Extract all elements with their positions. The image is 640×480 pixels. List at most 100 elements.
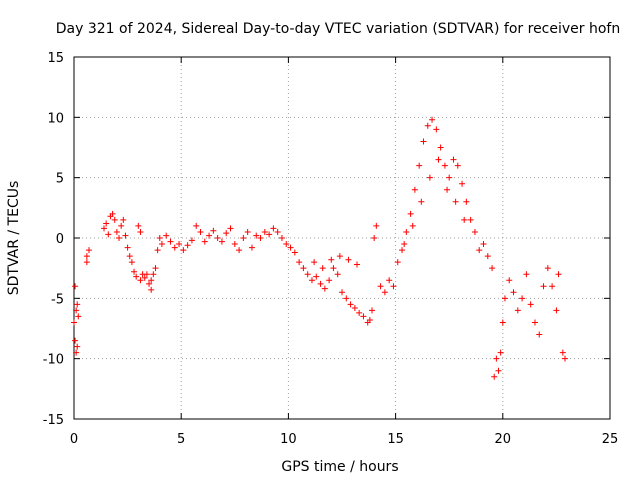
data-point [116, 235, 123, 241]
data-point [86, 247, 93, 254]
data-point [334, 271, 341, 278]
data-point [506, 277, 513, 284]
data-point [420, 138, 427, 145]
data-point [313, 273, 320, 280]
data-point [131, 268, 138, 275]
data-point [118, 222, 125, 229]
y-tick-label: -5 [51, 292, 64, 307]
data-point [416, 162, 423, 169]
data-point [467, 216, 474, 223]
data-point [105, 231, 112, 238]
data-point [141, 274, 148, 281]
data-point [356, 309, 363, 316]
data-point [399, 247, 406, 254]
data-point [493, 355, 500, 362]
data-point [561, 355, 568, 362]
data-point [143, 271, 150, 278]
data-point [167, 238, 174, 245]
data-point [223, 230, 230, 237]
data-point [240, 235, 247, 241]
data-point [540, 283, 547, 290]
data-point [497, 349, 504, 356]
data-point [527, 301, 534, 308]
data-point [311, 259, 318, 266]
data-point [444, 186, 451, 193]
data-point [148, 286, 155, 293]
data-point [197, 228, 204, 235]
data-point [499, 319, 506, 326]
data-point [257, 235, 264, 241]
data-point [236, 247, 243, 254]
x-tick-label: 25 [602, 432, 619, 447]
x-tick-label: 20 [495, 432, 512, 447]
data-point [253, 232, 260, 239]
data-point [555, 271, 562, 278]
data-point [218, 238, 225, 245]
data-point [409, 222, 416, 229]
data-points [71, 116, 568, 380]
data-point [71, 319, 77, 326]
data-point [158, 241, 165, 248]
y-tick-label: 0 [56, 232, 64, 247]
data-point [113, 228, 120, 235]
chart-title: Day 321 of 2024, Sidereal Day-to-day VTE… [56, 21, 620, 37]
data-point [184, 242, 191, 249]
data-point [248, 244, 255, 251]
data-point [411, 186, 418, 193]
data-point [366, 317, 373, 324]
y-tick-label: 5 [56, 172, 64, 187]
x-tick-labels: 0 5 10 15 20 25 [70, 432, 618, 447]
data-point [274, 228, 281, 235]
data-point [373, 222, 380, 229]
x-tick-label: 5 [177, 432, 185, 447]
data-point [287, 244, 294, 251]
y-tick-label: 15 [47, 51, 64, 66]
x-tick-label: 10 [280, 432, 297, 447]
data-point [319, 265, 326, 272]
data-point [454, 162, 461, 169]
data-point [317, 280, 324, 287]
data-point [163, 232, 170, 239]
data-point [133, 273, 140, 280]
data-point [278, 235, 285, 241]
data-point [484, 253, 491, 260]
data-point [321, 285, 328, 292]
data-point [495, 367, 502, 374]
data-point [531, 319, 538, 326]
data-point [549, 283, 556, 290]
data-point [83, 253, 90, 260]
data-point [476, 247, 483, 254]
data-point [150, 271, 157, 278]
data-point [210, 227, 217, 234]
x-tick-label: 0 [70, 432, 78, 447]
data-point [124, 244, 131, 251]
data-point [72, 337, 79, 344]
data-point [386, 277, 393, 284]
data-point [176, 241, 183, 248]
data-point [536, 331, 543, 338]
data-point [75, 313, 82, 320]
data-point [171, 244, 178, 251]
data-point [544, 265, 551, 272]
data-point [126, 253, 133, 260]
data-point [437, 144, 444, 151]
data-point [433, 126, 440, 133]
data-point [180, 247, 187, 254]
data-point [188, 237, 195, 244]
data-point [122, 232, 129, 239]
data-point [328, 256, 335, 263]
data-point [345, 256, 352, 263]
data-point [463, 198, 470, 205]
data-point [156, 235, 163, 241]
data-point [330, 265, 337, 272]
data-point [72, 283, 79, 290]
data-point [83, 259, 90, 266]
data-point [135, 222, 142, 229]
data-point [390, 283, 397, 290]
data-point [148, 277, 155, 284]
data-point [351, 304, 358, 311]
data-point [244, 228, 251, 235]
data-point [471, 228, 478, 235]
data-point [146, 280, 153, 287]
